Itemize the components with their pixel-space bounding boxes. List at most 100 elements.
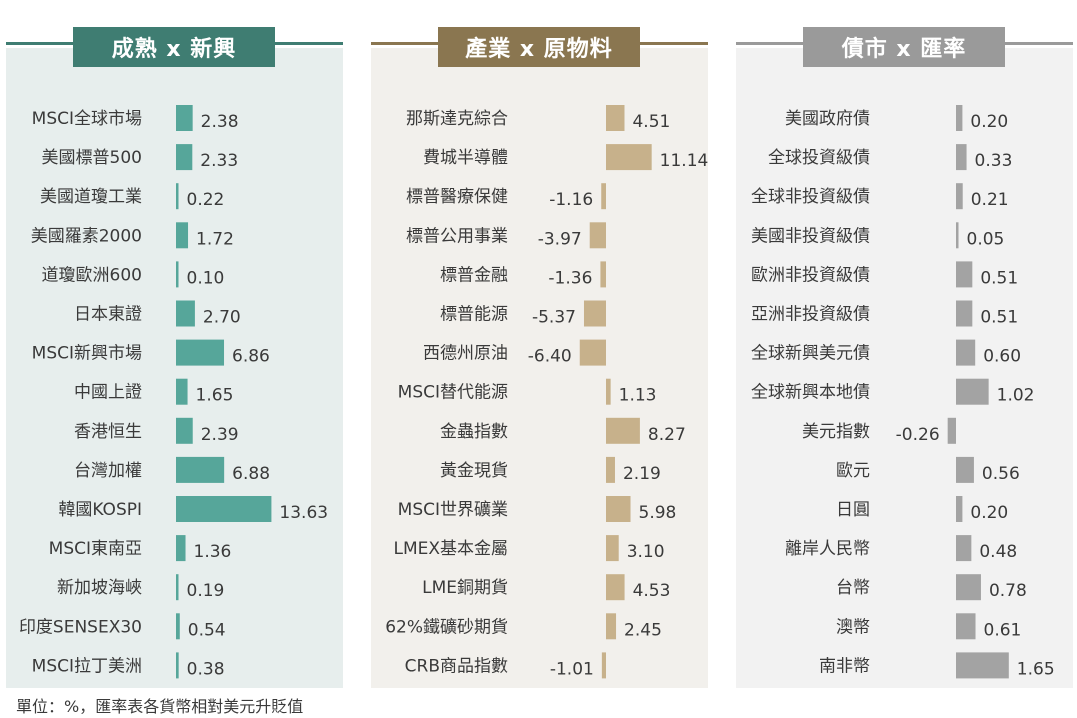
chart-bond-fx: 美國政府債 0.20 全球投資級債 0.33 全球非投資級債 0.21 美國非投資級債 0.0… [751,105,1055,679]
category-label: 中國上證 [74,383,142,403]
bar [579,339,606,366]
category-label: CRB商品指數 [405,656,508,676]
category-label: MSCI世界礦業 [398,500,508,520]
bar [606,574,625,601]
category-label: MSCI替代能源 [398,383,508,403]
data-label: 2.33 [200,151,238,171]
category-label: 金蟲指數 [440,422,508,442]
category-label: 全球投資級債 [768,148,870,168]
data-label: -0.26 [896,425,940,445]
data-label: 0.22 [187,190,225,210]
category-label: 全球新興美元債 [751,344,870,364]
data-label: 1.36 [194,542,232,562]
bar [956,105,963,131]
category-label: 標普能源 [440,305,508,325]
data-label: 4.51 [632,112,670,132]
data-label: 11.14 [660,151,708,171]
category-label: 印度SENSEX30 [19,617,142,637]
bar [583,300,606,327]
category-label: 62%鐵礦砂期貨 [385,617,508,637]
bar [606,456,615,483]
bar [606,417,640,444]
data-label: 2.70 [203,308,241,328]
header-bond-fx: 債市 x 匯率 [803,27,1005,67]
header-mature-emerging: 成熟 x 新興 [73,27,275,67]
data-label: 0.54 [188,620,226,640]
data-label: -5.37 [532,308,576,328]
bar [956,652,1009,679]
bar [606,105,625,131]
data-label: 6.86 [232,347,270,367]
category-label: 全球非投資級債 [751,187,870,207]
category-label: MSCI新興市場 [32,344,142,364]
data-label: 1.02 [997,386,1035,406]
category-label: 美國道瓊工業 [40,187,142,207]
bar [176,300,195,327]
bar [947,417,956,444]
data-label: 6.88 [232,464,270,484]
bar [176,456,225,483]
category-label: 費城半導體 [423,148,508,168]
bar [606,535,619,562]
bar [956,222,959,249]
category-label: 美國羅素2000 [31,226,142,246]
bar [956,339,976,366]
category-label: 新加坡海峽 [57,578,142,598]
data-label: 1.65 [196,386,234,406]
data-label: 3.10 [627,542,665,562]
data-label: 0.60 [983,347,1021,367]
data-label: 0.21 [971,190,1009,210]
category-label: 日本東證 [74,305,142,325]
bar [606,378,611,405]
category-label: 韓國KOSPI [58,500,142,520]
data-label: 4.53 [633,581,671,601]
category-label: 美元指數 [802,422,870,442]
category-label: 美國政府債 [785,109,870,129]
data-label: -1.16 [549,190,593,210]
category-label: 黃金現貨 [440,461,508,481]
category-label: 標普金融 [440,265,508,285]
category-label: 台幣 [836,578,870,598]
bar [601,652,606,679]
data-label: 0.33 [975,151,1013,171]
bar [176,417,193,444]
data-label: 0.05 [967,229,1005,249]
data-label: 1.65 [1017,659,1055,679]
data-label: 1.13 [619,386,657,406]
category-label: MSCI東南亞 [49,539,142,559]
data-label: 0.51 [980,268,1018,288]
bar [176,183,179,210]
category-label: 標普公用事業 [406,226,508,246]
bar [176,613,180,640]
bar [176,496,272,522]
data-label: 0.38 [187,659,225,679]
bar [176,261,179,288]
bar [176,144,193,171]
data-label: 0.20 [970,112,1008,132]
category-label: 歐元 [836,461,870,481]
data-label: 0.51 [980,308,1018,328]
data-label: 0.61 [984,620,1022,640]
category-label: 南非幣 [819,656,870,676]
category-label: MSCI拉丁美洲 [32,656,142,676]
category-label: 香港恒生 [74,422,142,442]
bar [176,378,188,405]
bar [956,183,963,210]
data-label: 1.72 [196,229,234,249]
bar [956,144,967,171]
bar [956,535,972,562]
category-label: 那斯達克綜合 [406,109,508,129]
bar [956,496,963,522]
bar [176,222,189,249]
data-label: 5.98 [639,503,677,523]
bar [606,144,652,171]
header-title-mature-emerging: 成熟 x 新興 [111,37,237,62]
category-label: 全球新興本地債 [751,383,870,403]
category-label: 西德州原油 [423,344,508,364]
chart-industry-commodity: 那斯達克綜合 4.51 費城半導體 11.14 標普醫療保健 -1.16 標普公用事業 -3.… [385,105,708,679]
data-label: 2.38 [201,112,239,132]
bar [601,183,606,210]
bar [956,378,989,405]
bar [606,613,617,640]
bar [956,574,981,601]
